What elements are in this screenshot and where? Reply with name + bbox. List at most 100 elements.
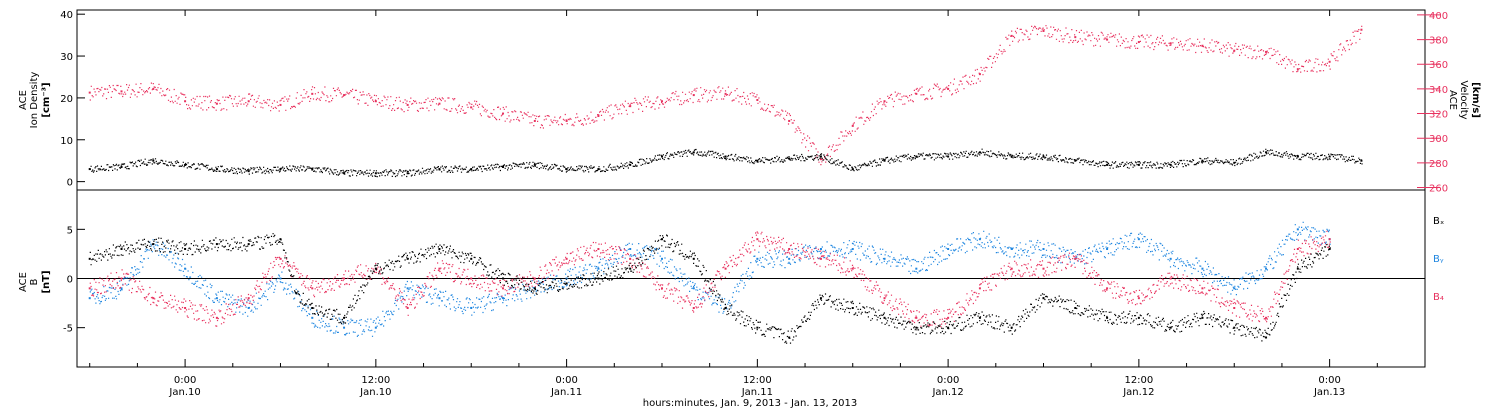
by-point <box>1296 228 1299 231</box>
density-point <box>629 163 632 166</box>
velocity-tick-label: 400 <box>1429 11 1448 22</box>
bx-point <box>1169 326 1172 329</box>
velocity-point <box>1169 42 1172 45</box>
bx-point <box>1233 326 1236 329</box>
x-tick-date-label: Jan.10 <box>359 387 391 398</box>
by-point <box>597 267 600 270</box>
by-point <box>756 257 759 260</box>
bz-point <box>947 316 950 319</box>
bx-point <box>120 248 123 250</box>
x-tick-time-label: 0:00 <box>1318 375 1340 386</box>
bz-trace <box>89 230 1331 328</box>
by-point <box>438 297 441 300</box>
by-point <box>1265 267 1268 270</box>
bx-point <box>565 282 568 285</box>
velocity-point <box>247 100 250 103</box>
density-point <box>1010 155 1013 158</box>
density-axis-label-line2: Ion Density <box>29 72 40 129</box>
bx-point <box>1265 336 1268 339</box>
bz-point <box>1169 277 1172 280</box>
velocity-point <box>184 100 187 103</box>
bx-point <box>374 267 377 270</box>
by-point <box>851 248 854 250</box>
x-tick-time-label: 0:00 <box>174 375 196 386</box>
velocity-point <box>692 94 695 97</box>
by-point <box>1106 248 1109 250</box>
density-tick-label: 30 <box>60 52 73 63</box>
bz-point <box>851 267 854 270</box>
bz-point <box>1201 287 1204 290</box>
velocity-point <box>152 87 155 90</box>
velocity-point <box>1106 38 1109 41</box>
density-point <box>1042 155 1045 158</box>
bx-point <box>184 248 187 250</box>
bx-point <box>533 287 536 290</box>
velocity-axis-label-units: [km/s] <box>1470 82 1481 118</box>
bz-point <box>915 316 918 319</box>
series-velocity <box>88 25 1363 166</box>
bz-point <box>565 257 568 260</box>
density-point <box>1137 163 1140 166</box>
bz-point <box>1074 257 1077 260</box>
velocity-point <box>597 115 600 118</box>
bx-point <box>597 277 600 280</box>
by-point <box>120 287 123 290</box>
velocity-point <box>883 100 886 103</box>
bx-point <box>692 257 695 260</box>
by-point <box>915 267 918 270</box>
bx-point <box>1201 316 1204 319</box>
velocity-point <box>1360 28 1363 31</box>
bz-point <box>978 287 981 290</box>
density-axis-label-line1: ACE <box>18 90 29 110</box>
velocity-point <box>502 112 505 115</box>
by-point <box>1169 257 1172 260</box>
density-tick-label: 20 <box>60 94 73 105</box>
velocity-point <box>660 100 663 103</box>
velocity-point <box>533 119 536 122</box>
x-axis-title: hours:minutes, Jan. 9, 2013 - Jan. 13, 2… <box>643 398 858 409</box>
b-tick-label: -5 <box>63 324 73 335</box>
bx-point <box>88 257 91 260</box>
velocity-point <box>88 91 91 94</box>
bx-point <box>247 243 250 246</box>
velocity-tick-label: 260 <box>1429 184 1448 195</box>
by-point <box>883 257 886 260</box>
by-point <box>215 297 218 300</box>
bx-point <box>724 307 727 309</box>
density-tick-label: 40 <box>60 10 73 21</box>
x-tick-date-label: Jan.12 <box>1122 387 1154 398</box>
density-point <box>343 172 346 175</box>
bx-point <box>1296 267 1299 270</box>
by-point <box>279 277 282 280</box>
bz-point <box>724 267 727 270</box>
legend-bz: B₄ <box>1433 292 1444 303</box>
by-point <box>247 307 250 309</box>
x-tick-time-label: 0:00 <box>937 375 959 386</box>
density-point <box>247 170 250 173</box>
bz-point <box>279 257 282 260</box>
b-tick-label: 5 <box>67 225 73 236</box>
by-point <box>1233 287 1236 290</box>
bz-point <box>438 267 441 270</box>
bz-point <box>1328 238 1331 241</box>
density-point <box>1360 159 1363 162</box>
bz-point <box>184 307 187 309</box>
bz-point <box>1233 307 1236 309</box>
velocity-tick-label: 340 <box>1429 85 1448 96</box>
bx-point <box>502 277 505 280</box>
bz-point <box>660 287 663 290</box>
density-point <box>533 163 536 166</box>
bz-point <box>1265 316 1268 319</box>
bz-point <box>1296 248 1299 250</box>
x-tick-date-label: Jan.11 <box>550 387 582 398</box>
velocity-tick-label: 320 <box>1429 110 1448 121</box>
x-tick-date-label: Jan.10 <box>168 387 200 398</box>
b-axis-label-line2: B <box>29 278 40 285</box>
bx-point <box>470 257 473 260</box>
density-point <box>1328 155 1331 158</box>
density-point <box>1106 163 1109 166</box>
bz-point <box>406 307 409 309</box>
by-point <box>343 326 346 329</box>
by-point <box>311 316 314 319</box>
density-point <box>279 168 282 171</box>
